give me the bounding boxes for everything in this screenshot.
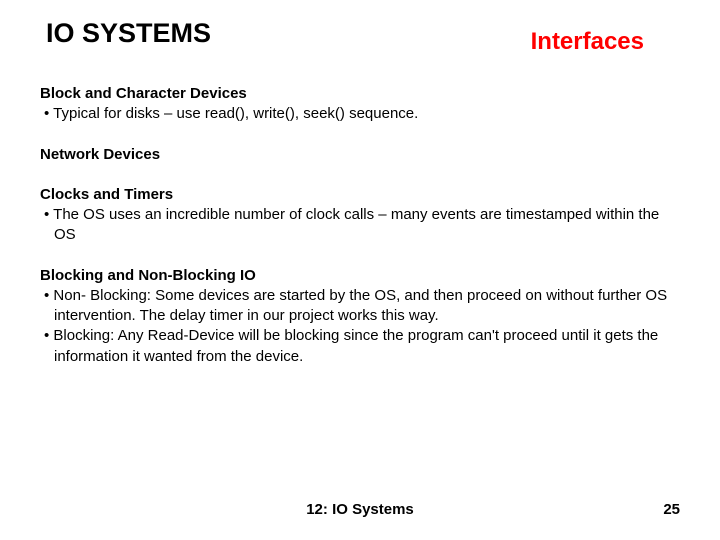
section-heading: Block and Character Devices: [40, 84, 680, 104]
section-block-char: Block and Character Devices Typical for …: [40, 84, 680, 125]
content-area: Block and Character Devices Typical for …: [40, 84, 680, 367]
footer-page-number: 25: [663, 501, 680, 518]
bullet-item: Typical for disks – use read(), write(),…: [40, 104, 680, 124]
bullet-item: The OS uses an incredible number of cloc…: [40, 205, 680, 246]
section-heading: Network Devices: [40, 145, 680, 165]
header-row: IO SYSTEMS Interfaces: [40, 18, 680, 56]
slide-subtitle: Interfaces: [531, 18, 680, 56]
section-blocking: Blocking and Non-Blocking IO Non- Blocki…: [40, 266, 680, 367]
section-clocks: Clocks and Timers The OS uses an incredi…: [40, 185, 680, 246]
section-network: Network Devices: [40, 145, 680, 165]
bullet-item: Blocking: Any Read-Device will be blocki…: [40, 326, 680, 367]
slide-title: IO SYSTEMS: [40, 18, 211, 49]
bullet-item: Non- Blocking: Some devices are started …: [40, 286, 680, 327]
section-heading: Blocking and Non-Blocking IO: [40, 266, 680, 286]
footer-chapter: 12: IO Systems: [306, 501, 414, 518]
footer: 12: IO Systems 25: [0, 501, 720, 518]
section-heading: Clocks and Timers: [40, 185, 680, 205]
slide-container: IO SYSTEMS Interfaces Block and Characte…: [0, 0, 720, 540]
